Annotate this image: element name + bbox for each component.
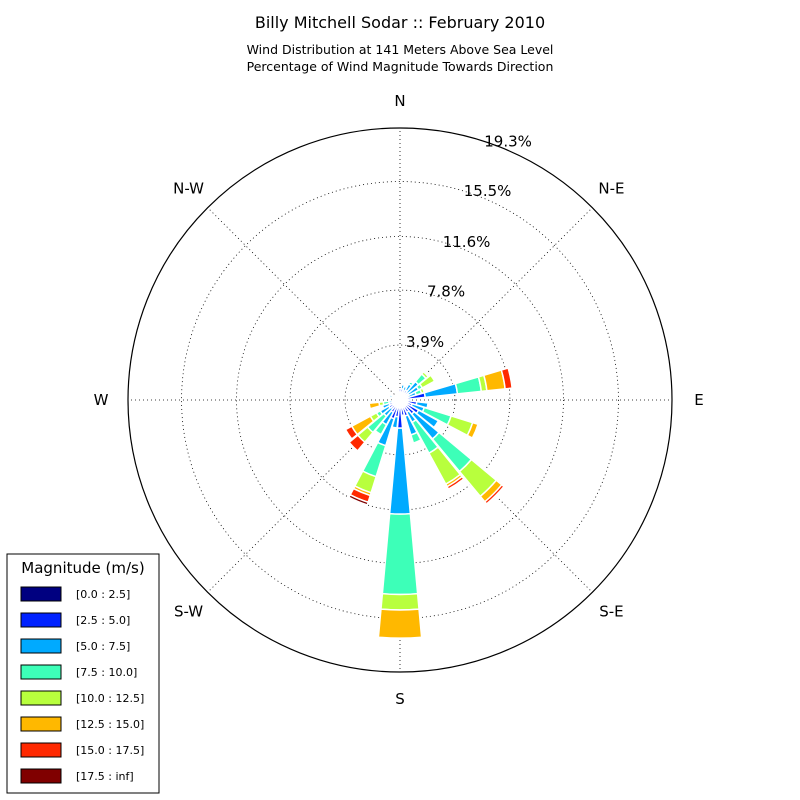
wind-bar-segment bbox=[348, 434, 366, 452]
grid-ring bbox=[344, 344, 456, 456]
wind-bar-segment bbox=[485, 485, 507, 507]
wind-bar-segment bbox=[380, 592, 420, 611]
legend-entry-label: [5.0 : 7.5] bbox=[76, 640, 130, 653]
chart-subtitle-line-2: Percentage of Wind Magnitude Towards Dir… bbox=[247, 59, 554, 74]
legend: Magnitude (m/s) [0.0 : 2.5] [2.5 : 5.0] [5… bbox=[6, 553, 160, 794]
radial-tick-labels: 3.9% 7.8% 11.6% 15.5% 19.3% bbox=[406, 133, 532, 352]
wind-bar-segment bbox=[397, 392, 401, 399]
legend-entry-label: [2.5 : 5.0] bbox=[76, 614, 130, 627]
wind-bar-segment bbox=[466, 421, 479, 440]
wind-bar-segment bbox=[429, 373, 437, 383]
legend-entry-label: [10.0 : 12.5] bbox=[76, 692, 144, 705]
legend-swatch bbox=[20, 768, 62, 784]
direction-label: S-W bbox=[174, 602, 203, 620]
wind-bar-segment bbox=[381, 512, 419, 596]
wind-bar-segment bbox=[409, 431, 422, 444]
legend-swatch bbox=[20, 664, 62, 680]
legend-swatch bbox=[20, 742, 62, 758]
direction-label: N-E bbox=[598, 180, 624, 198]
legend-title: Magnitude (m/s) bbox=[21, 559, 144, 577]
outer-ring bbox=[127, 127, 673, 673]
grid-ring bbox=[181, 181, 619, 619]
legend-entry-label: [0.0 : 2.5] bbox=[76, 588, 130, 601]
wind-bar-segment bbox=[400, 383, 406, 391]
legend-swatch bbox=[20, 716, 62, 732]
direction-labels: N N-E E S-E S S-W W N-W bbox=[94, 92, 704, 708]
legend-entry-label: [7.5 : 10.0] bbox=[76, 666, 137, 679]
wind-bar-segment bbox=[388, 393, 395, 399]
radial-tick-label: 7.8% bbox=[427, 282, 465, 300]
wind-bars bbox=[344, 367, 513, 639]
chart-title: Billy Mitchell Sodar :: February 2010 bbox=[255, 13, 545, 32]
wind-bar-segment bbox=[423, 382, 459, 399]
radial-tick-label: 19.3% bbox=[484, 133, 532, 151]
direction-label: S bbox=[395, 690, 405, 708]
wind-bar-segment bbox=[368, 401, 381, 410]
wind-bar-segment bbox=[361, 441, 387, 478]
legend-swatch bbox=[20, 612, 62, 628]
wind-bar-segment bbox=[447, 477, 466, 492]
chart-subtitle-line-1: Wind Distribution at 141 Meters Above Se… bbox=[247, 42, 554, 57]
grid-spoke bbox=[207, 207, 401, 401]
wind-bar-segment bbox=[500, 367, 513, 390]
legend-swatch bbox=[20, 638, 62, 654]
radial-tick-label: 3.9% bbox=[406, 333, 444, 351]
legend-entry-label: [12.5 : 15.0] bbox=[76, 718, 144, 731]
legend-swatch bbox=[20, 586, 62, 602]
legend-entry-label: [17.5 : inf] bbox=[76, 770, 134, 783]
wind-bar-segment bbox=[388, 427, 412, 515]
direction-label: E bbox=[694, 391, 703, 409]
legend-entry-label: [15.0 : 17.5] bbox=[76, 744, 144, 757]
direction-label: W bbox=[94, 391, 109, 409]
wind-bar-segment bbox=[344, 425, 359, 441]
wind-bar-segment bbox=[377, 608, 423, 639]
direction-label: S-E bbox=[599, 602, 623, 620]
direction-label: N-W bbox=[173, 180, 204, 198]
wind-bar-segment bbox=[454, 375, 483, 395]
direction-label: N bbox=[394, 92, 405, 110]
legend-swatch bbox=[20, 690, 62, 706]
radial-tick-label: 15.5% bbox=[464, 182, 512, 200]
radial-tick-label: 11.6% bbox=[443, 233, 491, 251]
wind-bar-segment bbox=[347, 493, 370, 506]
